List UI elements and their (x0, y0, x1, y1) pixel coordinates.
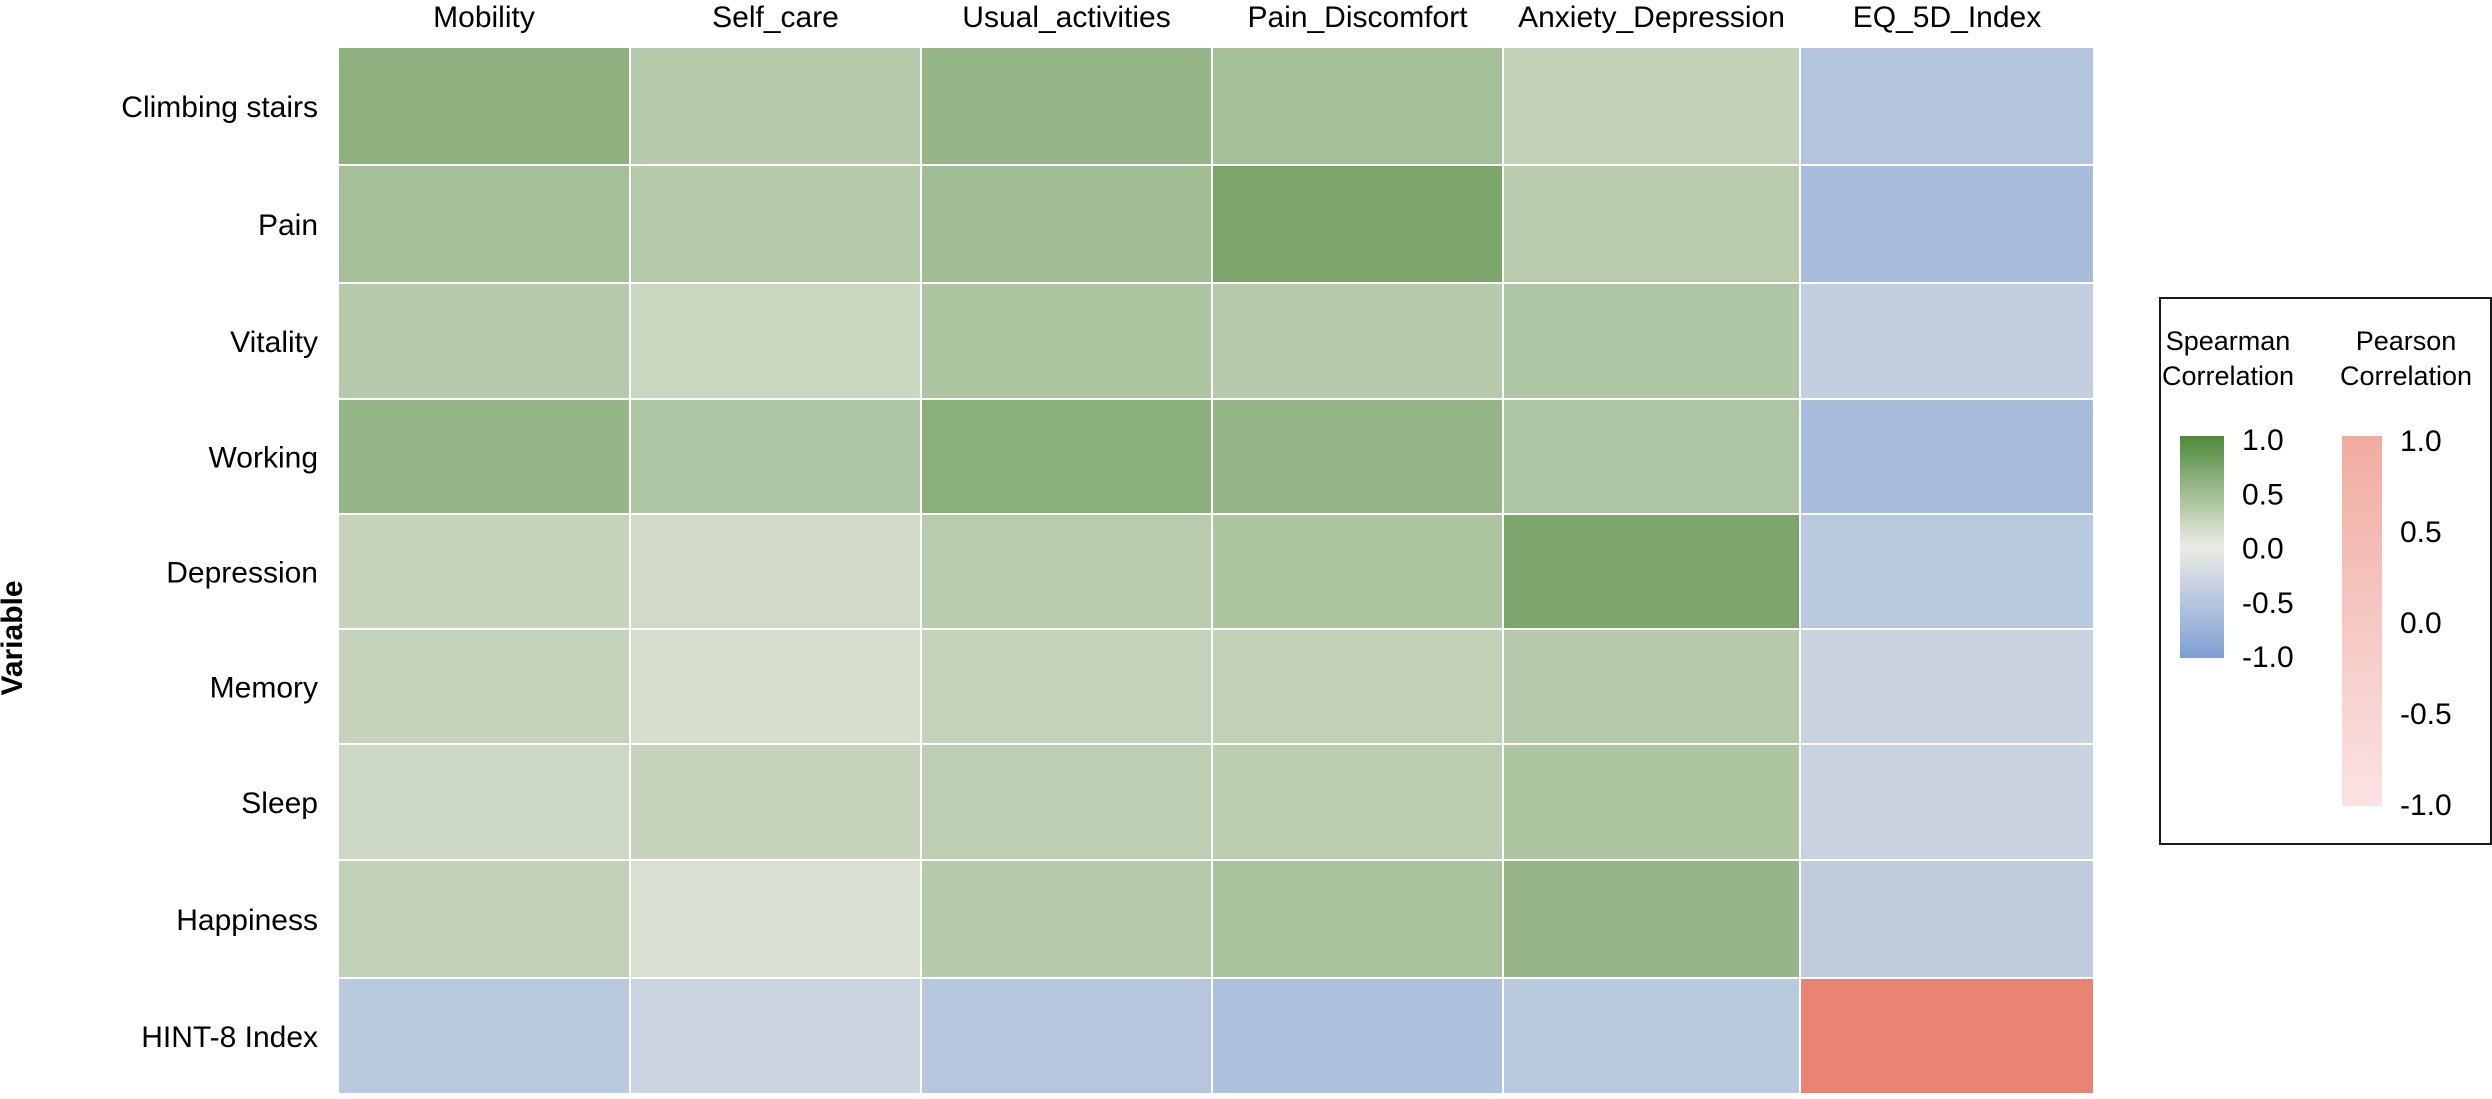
heatmap-cell (1502, 859, 1801, 979)
column-label: Anxiety_Depression (1518, 1, 1785, 34)
heatmap-cell (337, 164, 631, 284)
heatmap-cell (1799, 977, 2095, 1095)
pearson-tick-label: -1.0 (2400, 789, 2452, 822)
column-label: Mobility (433, 1, 535, 34)
heatmap-cell (1799, 859, 2095, 979)
heatmap-cell (1502, 398, 1801, 515)
heatmap-cell (1211, 282, 1504, 400)
row-label: Pain (258, 209, 318, 242)
spearman-tick-label: 1.0 (2242, 424, 2284, 457)
heatmap-cell (1211, 977, 1504, 1095)
spearman-legend-title-line2: Correlation (2162, 361, 2294, 391)
spearman-tick-label: 0.0 (2242, 533, 2284, 566)
heatmap-cell (629, 628, 922, 745)
row-label: Happiness (176, 904, 318, 937)
column-label: Self_care (712, 1, 839, 34)
heatmap-cell (1799, 743, 2095, 861)
heatmap-cell (1211, 398, 1504, 515)
heatmap-cell (629, 164, 922, 284)
spearman-tick-label: -0.5 (2242, 587, 2294, 620)
row-label: Memory (210, 672, 318, 705)
pearson-tick-labels: 1.0 0.5 0.0 -0.5 -1.0 (2400, 425, 2452, 822)
heatmap-cell (920, 628, 1213, 745)
heatmap-cell (1211, 743, 1504, 861)
heatmap-cell (337, 513, 631, 630)
row-label: Sleep (241, 787, 318, 820)
column-label: EQ_5D_Index (1853, 1, 2041, 34)
pearson-tick-label: 1.0 (2400, 425, 2442, 458)
row-label: Vitality (230, 326, 318, 359)
pearson-legend-title-line1: Pearson (2356, 326, 2457, 356)
heatmap-cell (920, 398, 1213, 515)
column-labels: Mobility Self_care Usual_activities Pain_Di… (433, 1, 2041, 34)
heatmap-cell (1799, 628, 2095, 745)
heatmap-cell (920, 46, 1213, 166)
heatmap-cell (1211, 164, 1504, 284)
spearman-tick-label: -1.0 (2242, 641, 2294, 674)
pearson-legend-title-line2: Correlation (2340, 361, 2472, 391)
heatmap-cell (1502, 977, 1801, 1095)
heatmap-cell (1502, 513, 1801, 630)
heatmap-cell (920, 977, 1213, 1095)
column-label: Pain_Discomfort (1247, 1, 1468, 34)
y-axis-label: Variable (0, 580, 29, 695)
row-label: HINT-8 Index (141, 1021, 318, 1054)
heatmap-cell (1799, 46, 2095, 166)
row-label: Depression (166, 557, 318, 590)
heatmap-cell (920, 743, 1213, 861)
heatmap-cell (337, 46, 631, 166)
heatmap-cell (1799, 398, 2095, 515)
heatmap-cell (1502, 46, 1801, 166)
heatmap-cell (1211, 628, 1504, 745)
heatmap-cell (920, 513, 1213, 630)
heatmap-cell (920, 282, 1213, 400)
heatmap-cell (337, 743, 631, 861)
heatmap-cell (629, 977, 922, 1095)
heatmap-cell (920, 164, 1213, 284)
row-label: Working (209, 442, 318, 475)
spearman-tick-labels: 1.0 0.5 0.0 -0.5 -1.0 (2242, 424, 2294, 674)
pearson-tick-label: -0.5 (2400, 698, 2452, 731)
spearman-colorbar (2180, 436, 2224, 658)
heatmap-cell (1211, 859, 1504, 979)
column-label: Usual_activities (962, 1, 1170, 34)
heatmap-cell (337, 859, 631, 979)
heatmap-cell (1502, 282, 1801, 400)
heatmap-cell (337, 282, 631, 400)
heatmap-cell (1502, 164, 1801, 284)
row-label: Climbing stairs (121, 91, 318, 124)
heatmap-cells (337, 46, 2095, 1095)
heatmap-cell (337, 628, 631, 745)
spearman-tick-label: 0.5 (2242, 478, 2284, 511)
heatmap-cell (629, 398, 922, 515)
heatmap-cell (1799, 282, 2095, 400)
heatmap-cell (1799, 513, 2095, 630)
spearman-legend-title-line1: Spearman (2166, 326, 2291, 356)
heatmap-cell (629, 859, 922, 979)
pearson-tick-label: 0.0 (2400, 607, 2442, 640)
row-labels: Climbing stairs Pain Vitality Working Depres… (121, 91, 318, 1054)
pearson-tick-label: 0.5 (2400, 516, 2442, 549)
heatmap-cell (629, 46, 922, 166)
heatmap-cell (629, 743, 922, 861)
heatmap-cell (1211, 513, 1504, 630)
heatmap-cell (1502, 743, 1801, 861)
heatmap-cell (337, 398, 631, 515)
heatmap-cell (629, 513, 922, 630)
heatmap-cell (629, 282, 922, 400)
heatmap-cell (920, 859, 1213, 979)
heatmap-cell (337, 977, 631, 1095)
legend: Spearman Correlation Pearson Correlation… (2159, 297, 2492, 845)
pearson-colorbar (2342, 436, 2382, 806)
heatmap-cell (1799, 164, 2095, 284)
heatmap-cell (1211, 46, 1504, 166)
heatmap-cell (1502, 628, 1801, 745)
